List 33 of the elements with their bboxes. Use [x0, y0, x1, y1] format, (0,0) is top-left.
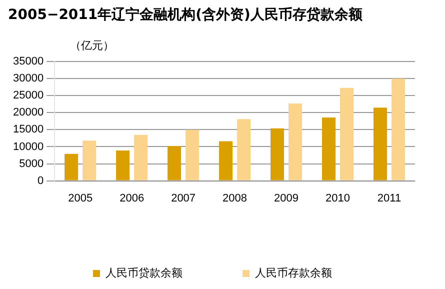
bar	[134, 134, 148, 180]
x-tick-label: 2008	[222, 192, 248, 204]
bar	[288, 103, 302, 180]
y-tick-label: 0	[37, 174, 44, 187]
x-tick-label: 2009	[274, 192, 299, 204]
bar	[270, 128, 284, 180]
bar	[168, 146, 182, 180]
bar	[219, 141, 233, 180]
y-tick-label: 15000	[12, 124, 44, 136]
bar	[116, 150, 130, 180]
legend-label: 人民币贷款余额	[106, 266, 182, 280]
bar	[322, 117, 336, 180]
x-tick-label: 2005	[68, 192, 93, 204]
y-tick-label: 25000	[12, 90, 44, 102]
chart-title: 2005−2011年辽宁金融机构(含外资)人民币存贷款余额	[7, 6, 364, 24]
x-tick-label: 2007	[171, 192, 196, 204]
bar	[392, 78, 406, 180]
bar	[340, 88, 354, 180]
y-tick-label: 35000	[12, 56, 44, 68]
y-tick-label: 30000	[12, 72, 44, 85]
bar	[237, 119, 251, 180]
y-axis-title: （亿元）	[70, 38, 114, 53]
bar	[373, 108, 388, 180]
legend-label: 人民币存款余额	[255, 266, 332, 280]
x-tick-label: 2011	[377, 192, 402, 204]
bar	[82, 140, 96, 180]
y-tick-label: 5000	[19, 158, 44, 170]
bar	[64, 154, 78, 180]
bar	[186, 130, 200, 180]
x-tick-label: 2006	[120, 192, 144, 204]
x-tick-label: 2010	[326, 192, 350, 204]
y-tick-label: 20000	[12, 106, 44, 119]
y-tick-label: 10000	[12, 140, 44, 153]
